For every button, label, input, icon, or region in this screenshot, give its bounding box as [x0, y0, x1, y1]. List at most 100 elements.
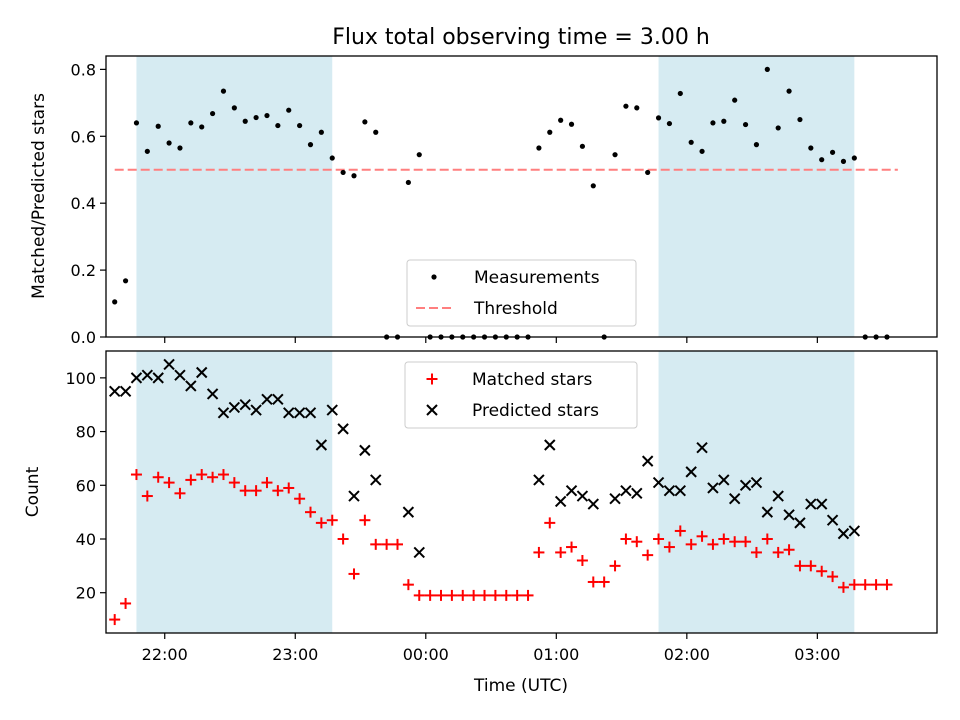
data-point: [133, 120, 140, 126]
data-point: [797, 116, 803, 123]
data-point-matched: [740, 536, 752, 548]
data-point: [297, 122, 303, 129]
data-point-matched: [359, 514, 371, 526]
legend: Measurements Threshold: [406, 259, 637, 327]
data-point-matched: [163, 477, 175, 489]
data-point-matched: [392, 538, 404, 550]
data-point-matched: [413, 589, 425, 601]
data-point: [775, 125, 781, 131]
legend-entry: Matched stars: [472, 370, 592, 390]
data-point-predicted: [250, 404, 262, 416]
data-point-predicted: [348, 490, 360, 502]
data-point-matched: [228, 477, 240, 489]
bottom-ylabel: Count: [23, 466, 43, 517]
data-point: [253, 114, 259, 121]
data-point: [612, 152, 618, 158]
data-point-matched: [576, 554, 588, 566]
data-point-matched: [130, 469, 142, 481]
data-point-matched: [370, 538, 382, 550]
data-point-predicted: [750, 476, 763, 489]
data-point-predicted: [685, 466, 697, 478]
data-point-matched: [283, 482, 295, 494]
data-point-matched: [663, 541, 675, 553]
data-point-predicted: [206, 388, 219, 400]
legend-entry: Threshold: [473, 299, 558, 319]
data-point-matched: [707, 538, 719, 550]
data-point-predicted: [370, 474, 382, 486]
data-point-matched: [446, 589, 458, 601]
shaded-interval: [136, 56, 333, 337]
data-point-predicted: [185, 380, 197, 392]
data-point-predicted: [544, 439, 556, 451]
data-point-matched: [609, 560, 621, 572]
data-point: [242, 118, 248, 124]
data-point-matched: [750, 546, 762, 558]
data-point: [275, 122, 281, 129]
data-point-matched: [239, 485, 251, 497]
data-point-predicted: [326, 404, 338, 416]
data-point: [590, 183, 596, 189]
data-point-predicted: [739, 479, 752, 491]
data-point: [155, 123, 161, 129]
data-point-matched: [348, 568, 360, 580]
data-point-predicted: [652, 476, 665, 489]
x-tick-label: 23:00: [272, 645, 318, 664]
data-point-matched: [250, 485, 262, 497]
data-point: [416, 152, 422, 158]
data-point: [808, 145, 814, 151]
legend-marker: [426, 373, 438, 385]
data-point-predicted: [261, 393, 273, 406]
data-point-predicted: [576, 490, 589, 502]
data-point-matched: [196, 469, 208, 481]
data-point-matched: [315, 517, 327, 529]
data-point: [677, 90, 683, 97]
x-tick-label: 01:00: [533, 645, 579, 664]
data-point-matched: [489, 589, 501, 601]
data-point-matched: [424, 589, 436, 601]
data-point-predicted: [196, 366, 208, 379]
data-point-matched: [381, 538, 393, 550]
x-tick-label: 02:00: [664, 645, 710, 664]
data-point: [307, 142, 314, 148]
data-point-predicted: [728, 493, 741, 505]
data-point-predicted: [783, 509, 795, 521]
data-point: [558, 117, 564, 123]
x-tick-label: 00:00: [403, 645, 449, 664]
data-point-predicted: [794, 517, 806, 529]
y-tick-label: 40: [76, 530, 96, 549]
data-point: [688, 139, 694, 145]
data-point-matched: [261, 477, 273, 489]
data-point-predicted: [609, 493, 621, 505]
data-point: [405, 179, 411, 186]
data-point-matched: [207, 471, 219, 483]
data-point-predicted: [272, 393, 284, 406]
data-point: [112, 299, 118, 305]
data-point-matched: [174, 487, 186, 499]
data-point-predicted: [413, 546, 425, 559]
data-point-predicted: [359, 444, 371, 457]
data-point: [655, 115, 662, 121]
data-point: [209, 110, 216, 117]
data-point-predicted: [119, 385, 132, 397]
data-point-predicted: [239, 399, 251, 411]
data-point: [122, 278, 129, 284]
data-point: [742, 121, 749, 128]
data-point-predicted: [772, 490, 784, 502]
data-point-predicted: [761, 506, 774, 518]
data-point-matched: [304, 506, 316, 518]
data-point-matched: [468, 589, 480, 601]
data-point-matched: [109, 614, 121, 626]
data-point-predicted: [315, 439, 328, 451]
data-point-matched: [141, 490, 153, 502]
shaded-interval: [658, 56, 855, 337]
data-point: [220, 88, 227, 94]
shaded-interval: [658, 351, 855, 633]
data-point-predicted: [837, 527, 850, 540]
x-tick-label: 03:00: [794, 645, 840, 664]
data-point-predicted: [337, 423, 349, 435]
data-point-predicted: [663, 484, 676, 497]
top-panel: 0.0 0.2 0.4 0.6 0.8 Measurements Threshold: [71, 55, 938, 347]
data-point-matched: [337, 533, 349, 545]
data-point-predicted: [152, 372, 164, 384]
